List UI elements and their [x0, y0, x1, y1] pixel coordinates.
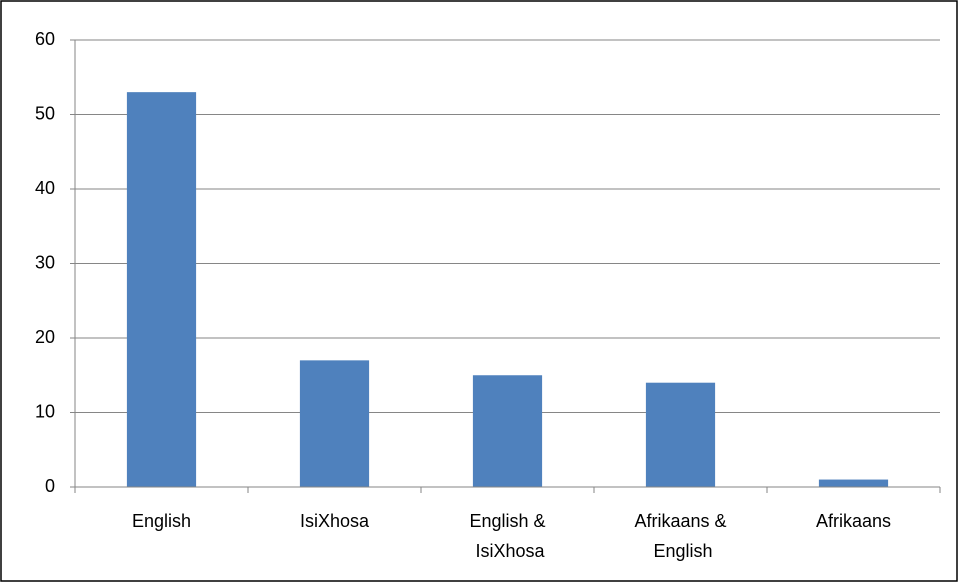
y-tick-label: 30 — [35, 252, 55, 272]
y-tick-label: 60 — [35, 29, 55, 49]
y-tick-label: 0 — [45, 476, 55, 496]
bar — [645, 382, 716, 487]
y-tick-label: 50 — [35, 103, 55, 123]
y-tick-label: 20 — [35, 327, 55, 347]
y-tick-label: 40 — [35, 178, 55, 198]
bar — [299, 360, 370, 487]
x-tick-label: English — [132, 511, 191, 531]
x-tick-label: Afrikaans — [816, 511, 891, 531]
bar — [818, 479, 889, 487]
x-tick-label: English & IsiXhosa — [469, 511, 545, 561]
y-tick-label: 10 — [35, 401, 55, 421]
x-tick-label: IsiXhosa — [300, 511, 370, 531]
bar — [472, 375, 543, 487]
bar — [126, 92, 197, 488]
x-tick-label: Afrikaans & English — [634, 511, 726, 561]
